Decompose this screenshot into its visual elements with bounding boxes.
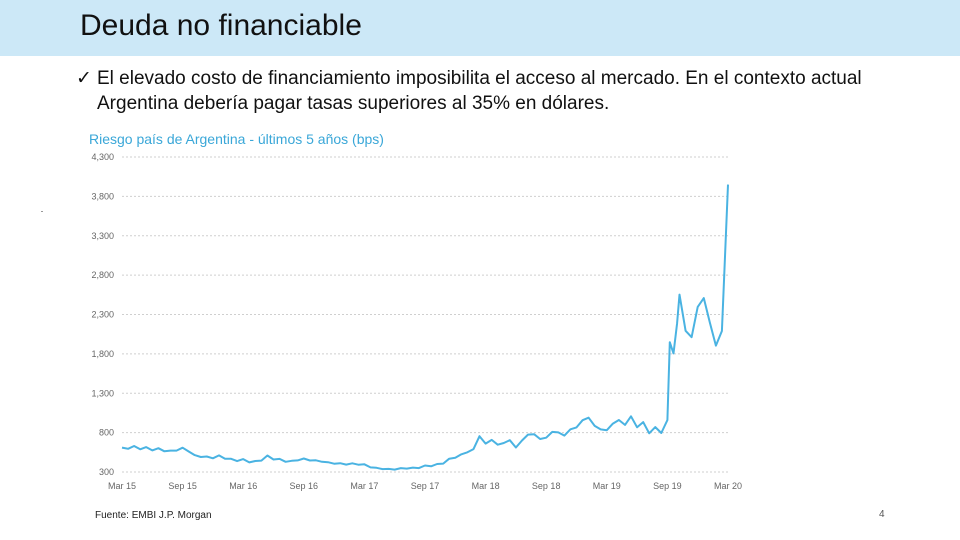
x-tick-label: Sep 16 [290, 481, 319, 491]
title-bar: Deuda no financiable [0, 0, 960, 56]
x-tick-label: Mar 18 [472, 481, 500, 491]
checkmark-icon: ✓ [76, 68, 92, 89]
x-tick-label: Mar 19 [593, 481, 621, 491]
source-note: Fuente: EMBI J.P. Morgan [95, 510, 212, 521]
x-tick-label: Sep 19 [653, 481, 682, 491]
y-tick-label: 3,800 [91, 191, 114, 201]
x-tick-label: Mar 16 [229, 481, 257, 491]
x-tick-label: Sep 15 [168, 481, 197, 491]
bullet-point: ✓ El elevado costo de financiamiento imp… [76, 66, 926, 116]
y-tick-label: 300 [99, 467, 114, 477]
x-tick-label: Sep 17 [411, 481, 440, 491]
x-tick-label: Mar 20 [714, 481, 742, 491]
y-tick-label: 4,300 [91, 152, 114, 162]
series-line [121, 184, 729, 471]
y-tick-label: 1,300 [91, 388, 114, 398]
x-tick-label: Mar 15 [108, 481, 136, 491]
y-tick-label: 2,800 [91, 270, 114, 280]
y-tick-label: 1,800 [91, 349, 114, 359]
y-axis-ticks: 4,300 3,800 3,300 2,800 2,300 1,800 1,300 800 30… [91, 152, 114, 477]
x-tick-label: Sep 18 [532, 481, 561, 491]
page-number: 4 [879, 509, 885, 520]
chart-title: Riesgo país de Argentina - últimos 5 año… [89, 131, 384, 147]
chart-series [121, 184, 729, 471]
y-tick-label: 800 [99, 428, 114, 438]
stray-dot [41, 211, 43, 212]
bullet-text: El elevado costo de financiamiento impos… [97, 68, 862, 114]
x-tick-label: Mar 17 [350, 481, 378, 491]
y-tick-label: 3,300 [91, 231, 114, 241]
slide-title: Deuda no financiable [80, 9, 362, 42]
chart-grid [122, 156, 728, 473]
y-tick-label: 2,300 [91, 310, 114, 320]
x-axis-ticks: Mar 15 Sep 15 Mar 16 Sep 16 Mar 17 Sep 17 Mar … [108, 481, 742, 491]
